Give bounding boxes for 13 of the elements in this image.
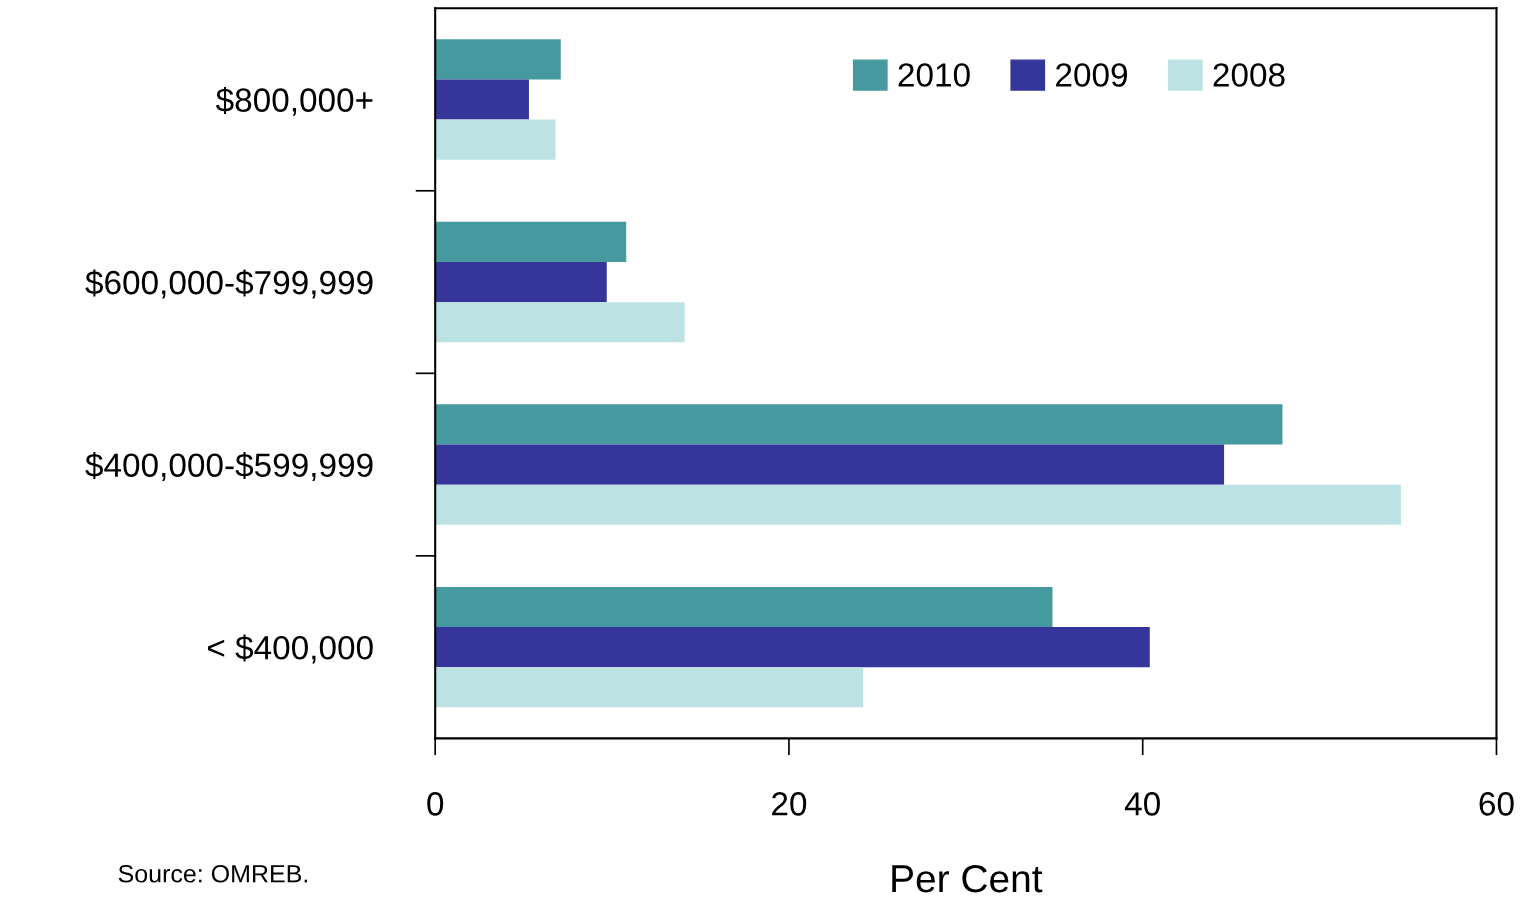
x-axis-title: Per Cent — [892, 864, 1043, 893]
y-tick-label: $600,000-$799,999 — [85, 269, 373, 299]
y-tick-label: < $400,000 — [207, 634, 373, 664]
x-tick-label: 20 — [772, 792, 807, 816]
x-tick-label: 60 — [1479, 792, 1514, 816]
y-tick-label: $400,000-$599,999 — [85, 451, 373, 481]
y-tick-label: $800,000+ — [215, 86, 373, 116]
x-tick-label: 40 — [1124, 792, 1160, 816]
x-tick-label: 0 — [427, 792, 444, 816]
legend-label: 2008 — [1213, 63, 1285, 87]
source-note: Source: OMREB. — [118, 864, 308, 883]
legend-label: 2010 — [898, 63, 970, 87]
legend-label: 2009 — [1056, 63, 1127, 87]
